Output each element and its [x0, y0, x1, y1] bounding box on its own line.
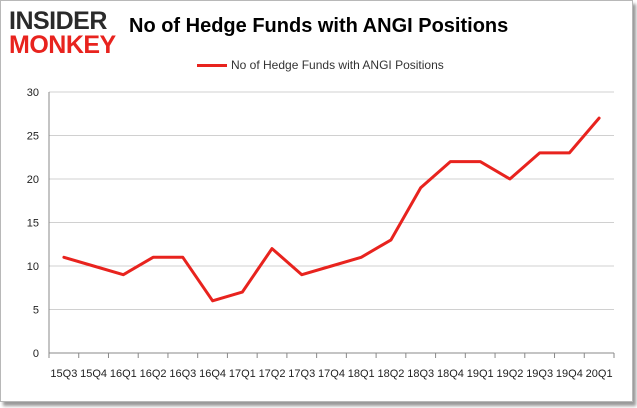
- x-tick-label: 19Q1: [467, 368, 494, 380]
- logo-text-monkey: MONKEY: [9, 31, 116, 59]
- chart-title: No of Hedge Funds with ANGI Positions: [129, 15, 509, 37]
- y-tick-label: 20: [27, 174, 39, 186]
- legend-line-swatch: [197, 63, 227, 67]
- x-tick-label: 15Q4: [80, 368, 107, 380]
- x-tick-label: 19Q4: [556, 368, 583, 380]
- x-tick-label: 17Q2: [259, 368, 286, 380]
- series-line: [62, 116, 601, 303]
- y-tick-label: 25: [27, 131, 39, 143]
- x-tick-label: 19Q3: [526, 368, 553, 380]
- y-tick-label: 15: [27, 218, 39, 230]
- x-tick-label: 18Q1: [348, 368, 375, 380]
- legend-label: No of Hedge Funds with ANGI Positions: [231, 58, 444, 72]
- x-tick-label: 20Q1: [586, 368, 613, 380]
- x-tick-label: 16Q3: [169, 368, 196, 380]
- x-tick-label: 15Q3: [50, 368, 77, 380]
- chart-legend: No of Hedge Funds with ANGI Positions: [197, 57, 444, 73]
- y-tick-label: 10: [27, 261, 39, 273]
- line-chart: 0 5 10 15 20 25 30 15Q3 15Q4 16Q1 16Q2 16Q3 16Q4 17Q1…: [27, 87, 615, 380]
- x-tick-label: 16Q1: [110, 368, 137, 380]
- chart-frame: INSIDER MONKEY No of Hedge Funds with AN…: [0, 0, 633, 402]
- insider-monkey-logo: INSIDER MONKEY: [9, 7, 121, 59]
- x-tick-label: 18Q2: [378, 368, 405, 380]
- x-tick-label: 17Q1: [229, 368, 256, 380]
- y-tick-label: 0: [33, 348, 39, 360]
- x-tick-label: 16Q4: [199, 368, 226, 380]
- x-tick-label: 16Q2: [140, 368, 167, 380]
- x-tick-label: 17Q3: [288, 368, 315, 380]
- logo-text-insider: INSIDER: [9, 7, 107, 35]
- y-tick-label: 30: [27, 87, 39, 99]
- x-tick-label: 19Q2: [496, 368, 523, 380]
- y-tick-label: 5: [33, 305, 39, 317]
- x-tick-label: 18Q3: [407, 368, 434, 380]
- x-tick-label: 17Q4: [318, 368, 345, 380]
- x-tick-label: 18Q4: [437, 368, 464, 380]
